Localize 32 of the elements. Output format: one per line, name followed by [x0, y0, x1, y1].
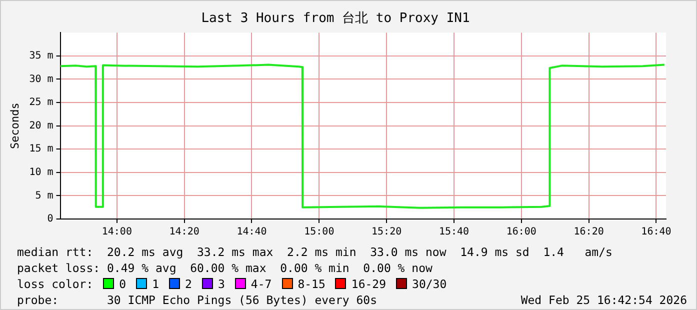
- text: Wed Feb 25 16:42:54 2026: [520, 292, 687, 308]
- text: 4-7: [250, 277, 272, 291]
- x-tick-label: 15:20: [372, 226, 402, 238]
- text: 8-15: [298, 277, 326, 291]
- text: 0: [119, 277, 126, 291]
- x-tick-label: 16:40: [641, 226, 672, 238]
- x-tick-label: 16:20: [574, 226, 604, 238]
- y-tick-label: 0: [47, 214, 54, 225]
- text: probe: 30 ICMP Echo Pings (56 Bytes) every 60s: [17, 293, 378, 307]
- text: 3: [218, 277, 225, 291]
- x-tick-label: 14:00: [102, 226, 132, 238]
- text: loss color:: [17, 277, 94, 291]
- x-tick-label: 16:00: [506, 226, 536, 238]
- text: 30/30: [412, 277, 447, 291]
- x-tick-label: 15:00: [304, 226, 334, 238]
- text: median rtt: 20.2 ms avg 33.2 ms max 2.2 ms min 33.0 ms now 14.9 ms sd 1.4 am/s: [17, 244, 614, 260]
- y-tick-label: 35 m: [29, 50, 54, 62]
- y-tick-label: 25 m: [29, 97, 54, 108]
- y-tick-label: 30 m: [29, 74, 54, 85]
- chart-title: Last 3 Hours from 台北 to Proxy IN1: [201, 11, 470, 26]
- y-axis-title: Seconds: [8, 102, 22, 149]
- y-tick-label: 5 m: [35, 190, 54, 202]
- y-tick-label: 20 m: [29, 120, 54, 132]
- y-tick-label: 15 m: [29, 144, 54, 155]
- y-tick-label: 10 m: [29, 166, 54, 178]
- text: 16-29: [351, 277, 386, 291]
- x-tick-label: 15:40: [438, 226, 470, 238]
- x-tick-label: 14:20: [169, 226, 200, 238]
- text: 2: [185, 277, 192, 291]
- x-tick-label: 14:40: [236, 226, 267, 238]
- text: packet loss: 0.49 % avg 60.00 % max 0.00 % min 0.00 % now: [17, 260, 434, 276]
- text: 1: [152, 277, 160, 291]
